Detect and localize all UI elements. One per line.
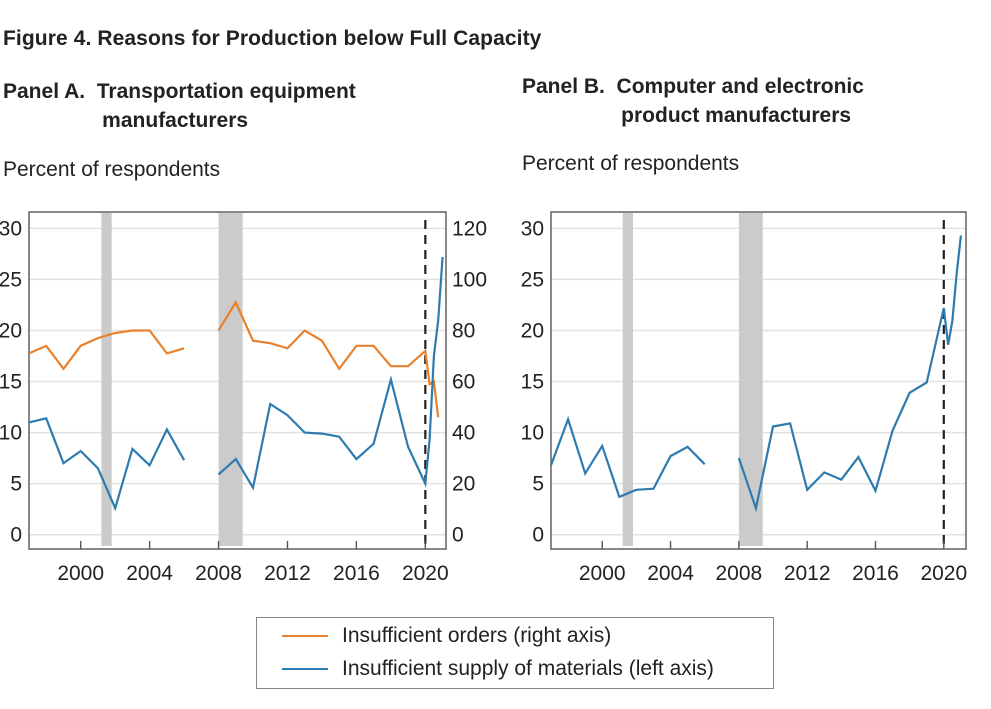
y-left-tick-label: 20 <box>0 319 22 342</box>
legend-swatch-materials <box>282 668 328 670</box>
y-left-tick-label: 30 <box>0 217 22 240</box>
x-tick-label: 2004 <box>126 562 173 585</box>
materials-line <box>28 417 186 512</box>
x-tick-label: 2008 <box>716 562 763 585</box>
panel-b-ylabel: Percent of respondents <box>522 152 740 175</box>
legend: Insufficient orders (right axis) Insuffi… <box>256 617 774 689</box>
panel-b-title: Panel B. Computer and electronic product… <box>522 75 864 127</box>
orders-line <box>217 300 440 418</box>
y-left-tick-label: 30 <box>521 217 544 240</box>
y-left-tick-label: 15 <box>521 371 544 394</box>
x-tick-label: 2020 <box>920 562 967 585</box>
y-right-tick-label: 20 <box>452 473 475 496</box>
y-left-tick-label: 25 <box>0 268 22 291</box>
recession-bar <box>622 213 633 546</box>
x-tick-label: 2000 <box>57 562 104 585</box>
panel-a-ylabel: Percent of respondents <box>3 158 221 181</box>
plot-frame <box>550 211 967 550</box>
figure-title: Figure 4. Reasons for Production below F… <box>3 27 542 50</box>
y-right-tick-label: 100 <box>452 268 487 291</box>
panel-a-plot: 2000 2004 2008 2012 2016 20200510152025300204… <box>0 211 487 585</box>
x-tick-label: 2016 <box>333 562 380 585</box>
y-right-tick-label: 40 <box>452 422 475 445</box>
materials-line <box>549 415 706 499</box>
plot-frame <box>28 211 447 550</box>
y-left-tick-label: 5 <box>532 473 544 496</box>
materials-line <box>217 256 444 491</box>
recession-bar <box>218 213 243 546</box>
recession-bar <box>101 213 112 546</box>
materials-line <box>737 235 962 513</box>
y-right-tick-label: 120 <box>452 217 487 240</box>
panel-b-plot: 2000 2004 2008 2012 2016 2020 0 5 10 15 20 25 30 <box>521 211 967 585</box>
y-left-tick-label: 25 <box>521 268 544 291</box>
y-left-tick-label: 5 <box>10 473 22 496</box>
y-left-tick-label: 20 <box>521 319 544 342</box>
panel-a-title: Panel A. Transportation equipment manufa… <box>3 80 356 132</box>
x-tick-label: 2012 <box>784 562 831 585</box>
y-left-tick-label: 10 <box>0 422 22 445</box>
legend-item-materials: Insufficient supply of materials (left a… <box>257 657 714 681</box>
y-right-tick-label: 0 <box>452 524 464 547</box>
x-tick-label: 2000 <box>579 562 626 585</box>
recession-bar <box>738 213 763 546</box>
y-right-tick-label: 80 <box>452 319 475 342</box>
y-left-tick-label: 10 <box>521 422 544 445</box>
y-right-tick-label: 60 <box>452 371 475 394</box>
x-tick-label: 2012 <box>264 562 311 585</box>
legend-swatch-orders <box>282 635 328 637</box>
legend-item-orders: Insufficient orders (right axis) <box>257 624 611 648</box>
y-left-tick-label: 0 <box>532 524 544 547</box>
x-tick-label: 2008 <box>195 562 242 585</box>
x-tick-label: 2020 <box>402 562 449 585</box>
y-left-tick-label: 15 <box>0 371 22 394</box>
x-tick-label: 2016 <box>852 562 899 585</box>
legend-label-orders: Insufficient orders (right axis) <box>342 624 612 647</box>
legend-label-materials: Insufficient supply of materials (left a… <box>342 657 714 680</box>
x-tick-label: 2004 <box>647 562 694 585</box>
y-left-tick-label: 0 <box>10 524 22 547</box>
orders-line <box>28 329 185 371</box>
